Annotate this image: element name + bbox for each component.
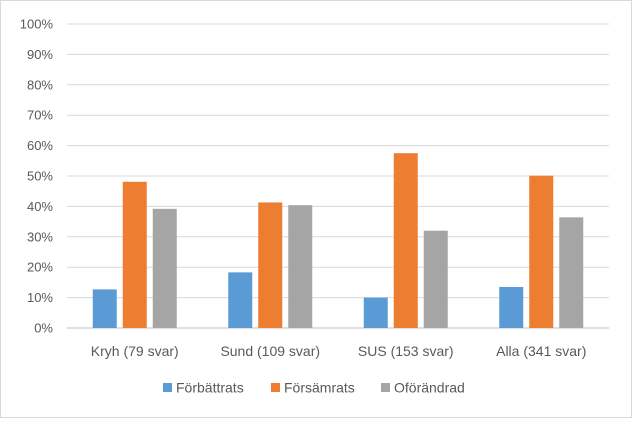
bar (288, 205, 313, 328)
x-category-label: Sund (109 svar) (220, 343, 320, 359)
y-tick-label: 80% (27, 77, 53, 92)
y-tick-label: 0% (34, 321, 53, 336)
y-tick-label: 40% (27, 199, 53, 214)
y-tick-label: 60% (27, 138, 53, 153)
legend-swatch (271, 383, 280, 392)
y-tick-label: 10% (27, 290, 53, 305)
legend-swatch (381, 383, 390, 392)
bar (228, 272, 253, 328)
bar (258, 202, 283, 328)
legend-label: Förbättrats (176, 380, 244, 396)
bar (559, 217, 584, 328)
bar (122, 181, 147, 328)
bar (92, 289, 117, 328)
x-category-label: SUS (153 svar) (358, 343, 454, 359)
legend-label: Oförändrad (394, 380, 465, 396)
x-category-label: Kryh (79 svar) (91, 343, 179, 359)
y-tick-label: 90% (27, 47, 53, 62)
bar (499, 286, 524, 328)
y-tick-label: 70% (27, 108, 53, 123)
bar (423, 230, 448, 328)
bar (363, 297, 388, 328)
y-tick-label: 100% (20, 17, 54, 32)
y-tick-label: 30% (27, 229, 53, 244)
legend-swatch (163, 383, 172, 392)
bar (393, 153, 418, 328)
bar (529, 175, 554, 328)
legend-label: Försämrats (284, 380, 355, 396)
bar (152, 208, 177, 328)
y-tick-label: 20% (27, 260, 53, 275)
x-category-label: Alla (341 svar) (496, 343, 586, 359)
y-tick-label: 50% (27, 169, 53, 184)
